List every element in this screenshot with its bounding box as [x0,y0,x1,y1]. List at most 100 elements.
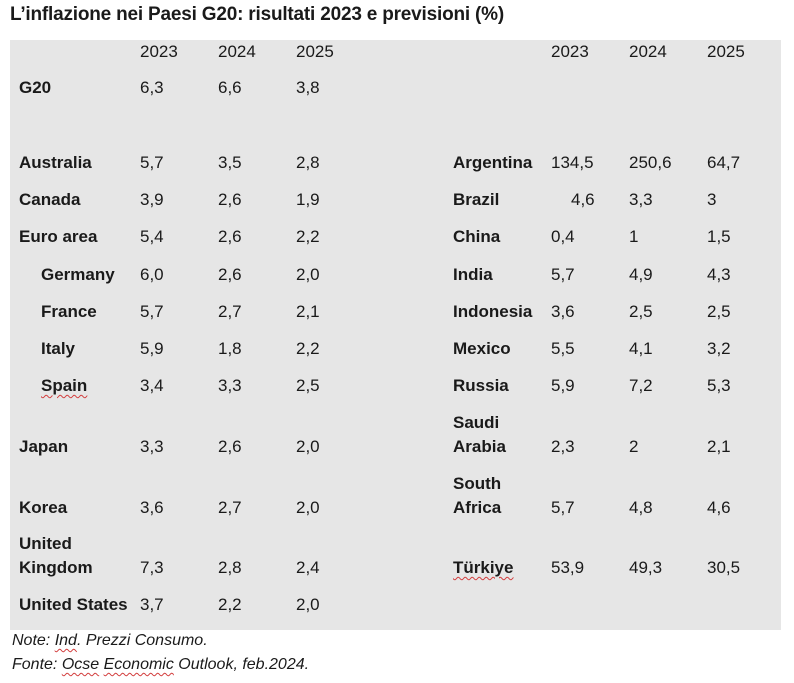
cell-united-states-2024: 2,2 [218,595,242,614]
row-label-russia: Russia [453,376,509,395]
cell-germany-2024: 2,6 [218,265,242,284]
cell-argentina-2023: 134,5 [551,153,594,172]
cell-australia-2023: 5,7 [140,153,164,172]
row-label-brazil: Brazil [453,190,500,209]
source-text: Fonte: Ocse Economic Outlook, feb.2024. [12,656,310,673]
cell-france-2025: 2,1 [296,302,320,321]
cell-united-kingdom-2024: 2,8 [218,558,242,577]
row-label-canada: Canada [19,190,81,209]
cell-mexico-2023: 5,5 [551,339,575,358]
cell-china-2024: 1 [629,227,639,246]
header-left-2024: 2024 [218,42,256,61]
cell-argentina-2024: 250,6 [629,153,672,172]
cell-mexico-2024: 4,1 [629,339,653,358]
row-label-germany: Germany [41,265,115,284]
cell-spain-2025: 2,5 [296,376,320,395]
header-right-2023: 2023 [551,42,589,61]
cell-france-2024: 2,7 [218,302,242,321]
cell-canada-2023: 3,9 [140,190,164,209]
row-label-india: India [453,265,493,284]
cell-japan-2025: 2,0 [296,437,320,456]
cell-euro-area-2025: 2,2 [296,227,320,246]
cell-russia-2023: 5,9 [551,376,575,395]
cell-g20-2023: 6,3 [140,78,164,97]
cell-south-africa-2025: 4,6 [707,498,731,517]
cell-india-2023: 5,7 [551,265,575,284]
cell-g20-2024: 6,6 [218,78,242,97]
cell-france-2023: 5,7 [140,302,164,321]
row-label-italy: Italy [41,339,76,358]
row-label-united-kingdom-line2: Kingdom [19,558,93,577]
row-label-g20: G20 [19,78,52,97]
cell-india-2025: 4,3 [707,265,731,284]
cell-turkiye-2023: 53,9 [551,558,585,577]
cell-italy-2025: 2,2 [296,339,320,358]
row-label-euro-area: Euro area [19,227,98,246]
row-label-japan: Japan [19,437,69,456]
cell-italy-2024: 1,8 [218,339,242,358]
cell-argentina-2025: 64,7 [707,153,741,172]
row-label-saudi-arabia-line2: Arabia [453,437,506,456]
row-label-spain: Spain [41,376,88,395]
cell-germany-2025: 2,0 [296,265,320,284]
cell-mexico-2025: 3,2 [707,339,731,358]
cell-brazil-2023: 4,6 [571,190,595,209]
cell-canada-2024: 2,6 [218,190,242,209]
cell-south-africa-2024: 4,8 [629,498,653,517]
cell-g20-2025: 3,8 [296,78,320,97]
cell-saudi-arabia-2025: 2,1 [707,437,731,456]
cell-united-kingdom-2023: 7,3 [140,558,164,577]
row-label-turkiye: Türkiye [453,558,514,577]
cell-turkiye-2025: 30,5 [707,558,741,577]
cell-italy-2023: 5,9 [140,339,164,358]
cell-united-states-2023: 3,7 [140,595,164,614]
cell-korea-2025: 2,0 [296,498,320,517]
row-label-korea: Korea [19,498,68,517]
cell-euro-area-2024: 2,6 [218,227,242,246]
cell-australia-2025: 2,8 [296,153,320,172]
cell-saudi-arabia-2023: 2,3 [551,437,575,456]
cell-korea-2023: 3,6 [140,498,164,517]
row-label-china: China [453,227,501,246]
row-label-mexico: Mexico [453,339,511,358]
row-label-united-states: United States [19,595,128,614]
cell-brazil-2024: 3,3 [629,190,653,209]
row-label-united-kingdom-line1: United [19,534,72,553]
cell-turkiye-2024: 49,3 [629,558,663,577]
header-right-2024: 2024 [629,42,667,61]
cell-russia-2025: 5,3 [707,376,731,395]
row-label-indonesia: Indonesia [453,302,533,321]
row-label-france: France [41,302,97,321]
header-left-2023: 2023 [140,42,178,61]
header-right-2025: 2025 [707,42,745,61]
cell-russia-2024: 7,2 [629,376,653,395]
cell-germany-2023: 6,0 [140,265,164,284]
cell-south-africa-2023: 5,7 [551,498,575,517]
row-label-argentina: Argentina [453,153,533,172]
row-label-south-africa-line1: South [453,474,502,493]
cell-spain-2024: 3,3 [218,376,242,395]
cell-saudi-arabia-2024: 2 [629,437,639,456]
header-left-2025: 2025 [296,42,334,61]
cell-canada-2025: 1,9 [296,190,320,209]
cell-euro-area-2023: 5,4 [140,227,164,246]
row-label-australia: Australia [19,153,92,172]
cell-japan-2023: 3,3 [140,437,164,456]
note-text: Note: Ind. Prezzi Consumo. [12,632,208,649]
cell-china-2023: 0,4 [551,227,575,246]
cell-korea-2024: 2,7 [218,498,242,517]
cell-united-kingdom-2025: 2,4 [296,558,320,577]
cell-india-2024: 4,9 [629,265,653,284]
cell-indonesia-2023: 3,6 [551,302,575,321]
cell-brazil-2025: 3 [707,190,717,209]
cell-china-2025: 1,5 [707,227,731,246]
cell-indonesia-2024: 2,5 [629,302,653,321]
cell-indonesia-2025: 2,5 [707,302,731,321]
cell-spain-2023: 3,4 [140,376,164,395]
table-title: L’inflazione nei Paesi G20: risultati 20… [10,4,504,25]
cell-united-states-2025: 2,0 [296,595,320,614]
cell-australia-2024: 3,5 [218,153,242,172]
cell-japan-2024: 2,6 [218,437,242,456]
row-label-south-africa-line2: Africa [453,498,502,517]
row-label-saudi-arabia-line1: Saudi [453,413,500,432]
